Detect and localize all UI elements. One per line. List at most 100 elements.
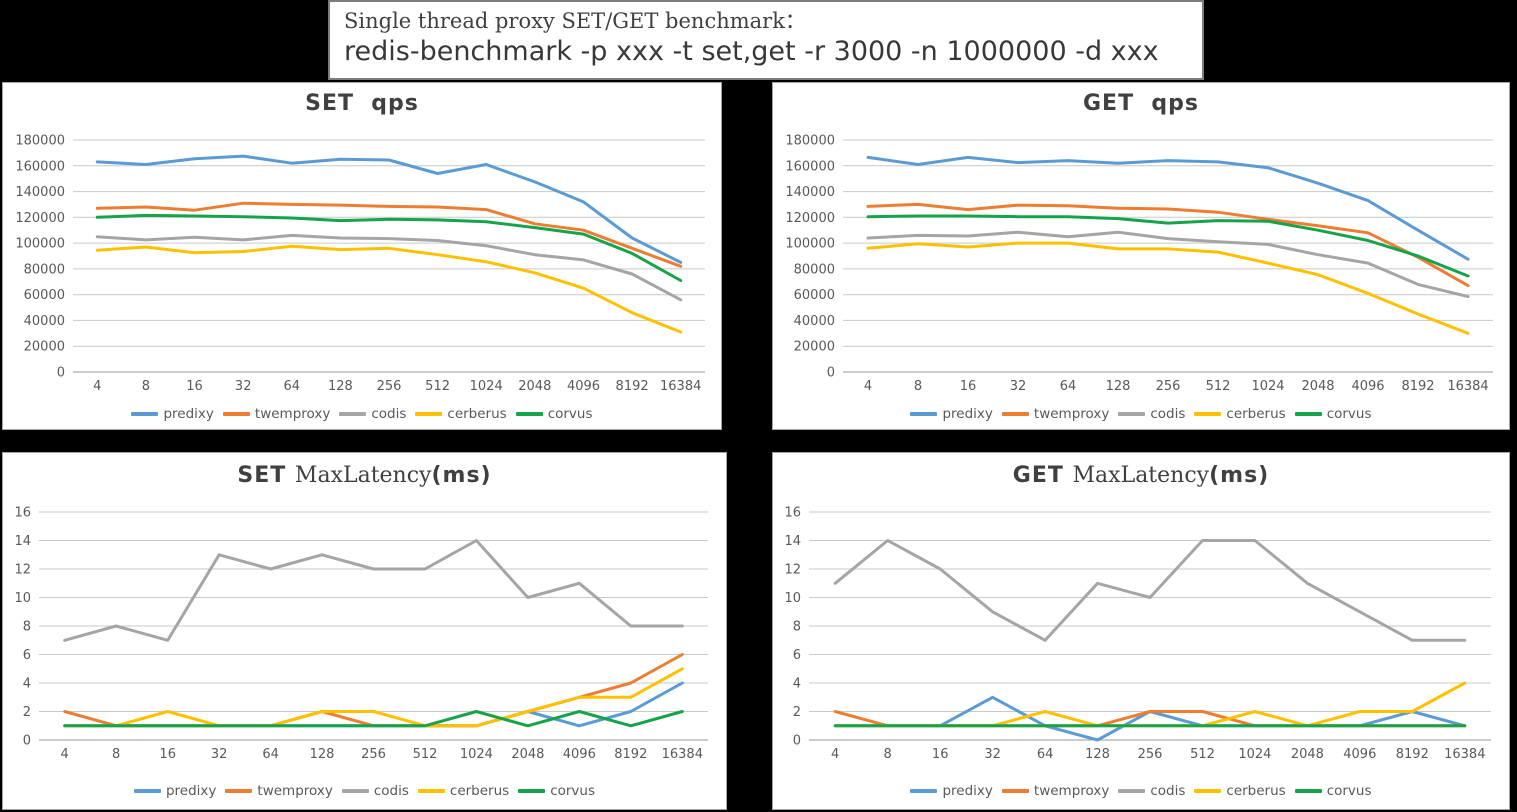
legend-label: predixy <box>942 406 993 422</box>
y-tick-label: 120000 <box>785 211 835 226</box>
legend-label: twemproxy <box>254 406 331 422</box>
y-tick-label: 16 <box>14 506 31 521</box>
set-maxlatency-plot: 0 2 4 6 8 10 12 14 16 4 8 16 32 64 128 256 512 1024 2048 40… <box>14 506 708 762</box>
chart-panel-get-qps: GET qps 0 20000 40000 60000 80000 100000 120000… <box>772 82 1510 430</box>
legend-get-qps: predixy twemproxy codis cerberus corvus <box>773 402 1509 426</box>
chart-title-part: GET <box>1012 463 1073 488</box>
y-tick-label: 0 <box>57 366 65 381</box>
chart-title-part: (ms) <box>431 463 492 488</box>
x-tick-label: 512 <box>1190 747 1215 762</box>
legend-label: corvus <box>1326 406 1372 422</box>
legend-item-cerberus: cerberus <box>415 406 507 422</box>
legend-item-predixy: predixy <box>910 406 993 422</box>
x-tick-label: 32 <box>984 747 1001 762</box>
legend-line-swatch-corvus <box>518 789 546 793</box>
chart-title-set-qps: SET qps <box>3 83 721 121</box>
title-box: Single thread proxy SET/GET benchmark： r… <box>328 0 1204 80</box>
legend-item-codis: codis <box>339 406 406 422</box>
legend-line-swatch-cerberus <box>1194 412 1222 416</box>
legend-item-corvus: corvus <box>1294 406 1372 422</box>
legend-label: cerberus <box>1226 783 1286 799</box>
cerberus-line <box>866 241 1470 335</box>
legend-label: corvus <box>547 406 593 422</box>
corvus-line <box>63 710 684 728</box>
x-tick-label: 128 <box>1085 747 1110 762</box>
legend-set-maxlatency: predixy twemproxy codis cerberus corvus <box>3 779 726 803</box>
x-tick-label: 8192 <box>1396 747 1429 762</box>
legend-set-qps: predixy twemproxy codis cerberus corvus <box>3 402 721 426</box>
x-tick-label: 64 <box>1060 379 1077 394</box>
x-tick-label: 16384 <box>662 747 703 762</box>
chart-panel-get-maxlatency: GET MaxLatency(ms) 0 2 4 6 8 10 12 14 16 4 8 16 32 64 1… <box>772 452 1510 810</box>
x-tick-label: 512 <box>425 379 450 394</box>
twemproxy-line <box>866 202 1470 288</box>
x-tick-label: 8 <box>142 379 150 394</box>
predixy-line <box>866 155 1470 261</box>
x-tick-label: 64 <box>284 379 301 394</box>
legend-label: twemproxy <box>1033 406 1110 422</box>
get-qps-plot: 0 20000 40000 60000 80000 100000 120000 140000 1… <box>785 134 1493 394</box>
x-tick-label: 4 <box>93 379 101 394</box>
x-tick-label: 16 <box>960 379 977 394</box>
benchmark-title: Single thread proxy SET/GET benchmark： <box>344 9 806 33</box>
chart-title-part: SET <box>237 463 295 488</box>
corvus-line <box>866 214 1470 278</box>
x-tick-label: 16 <box>932 747 949 762</box>
legend-label: twemproxy <box>257 783 333 799</box>
legend-line-swatch-predixy <box>910 412 938 416</box>
legend-label: cerberus <box>1226 406 1286 422</box>
cerberus-line <box>63 667 684 728</box>
y-tick-label: 10 <box>784 591 801 606</box>
chart-title-get-qps: GET qps <box>773 83 1509 121</box>
legend-item-codis: codis <box>1118 406 1185 422</box>
corvus-line <box>95 213 683 282</box>
y-tick-label: 180000 <box>785 134 835 149</box>
y-tick-label: 0 <box>793 734 801 749</box>
chart-title-get-maxlatency: GET MaxLatency(ms) <box>773 453 1509 493</box>
x-tick-label: 8192 <box>1401 379 1434 394</box>
benchmark-command: redis-benchmark -p xxx -t set,get -r 300… <box>344 36 1159 67</box>
x-tick-label: 256 <box>1156 379 1181 394</box>
x-tick-label: 16384 <box>660 379 701 394</box>
x-tick-label: 8 <box>914 379 922 394</box>
y-tick-label: 16 <box>784 506 801 521</box>
legend-line-swatch-codis <box>341 789 369 793</box>
legend-item-predixy: predixy <box>131 406 214 422</box>
legend-line-swatch-twemproxy <box>1001 412 1029 416</box>
x-tick-label: 16384 <box>1444 747 1485 762</box>
legend-label: codis <box>1150 783 1186 799</box>
y-tick-label: 160000 <box>785 159 835 174</box>
y-tick-label: 14 <box>784 534 801 549</box>
x-tick-label: 4096 <box>567 379 600 394</box>
legend-line-swatch-twemproxy <box>225 789 253 793</box>
legend-line-swatch-predixy <box>910 789 938 793</box>
chart-title-part: SET qps <box>305 91 419 116</box>
chart-panel-set-qps: SET qps 0 20000 40000 60000 80000 100000 120000… <box>2 82 722 430</box>
predixy-line <box>833 695 1467 742</box>
y-tick-label: 2 <box>793 705 801 720</box>
legend-label: twemproxy <box>1033 783 1110 799</box>
legend-label: cerberus <box>447 406 507 422</box>
y-tick-label: 160000 <box>15 159 65 174</box>
x-tick-label: 128 <box>1106 379 1131 394</box>
y-tick-label: 40000 <box>24 314 65 329</box>
y-tick-label: 14 <box>14 534 31 549</box>
y-tick-label: 80000 <box>794 262 835 277</box>
y-tick-label: 60000 <box>24 288 65 303</box>
x-tick-label: 256 <box>1138 747 1163 762</box>
x-tick-label: 4096 <box>1343 747 1376 762</box>
legend-line-swatch-codis <box>339 412 367 416</box>
x-tick-label: 1024 <box>470 379 503 394</box>
legend-label: corvus <box>1326 783 1372 799</box>
legend-item-predixy: predixy <box>910 783 993 799</box>
y-tick-label: 100000 <box>15 237 65 252</box>
x-tick-label: 4 <box>61 747 69 762</box>
y-tick-label: 6 <box>23 648 31 663</box>
y-tick-label: 0 <box>827 366 835 381</box>
y-tick-label: 140000 <box>785 185 835 200</box>
x-tick-label: 8 <box>884 747 892 762</box>
legend-item-cerberus: cerberus <box>1194 406 1286 422</box>
legend-item-codis: codis <box>1118 783 1185 799</box>
legend-label: codis <box>1150 406 1186 422</box>
legend-item-corvus: corvus <box>515 406 593 422</box>
